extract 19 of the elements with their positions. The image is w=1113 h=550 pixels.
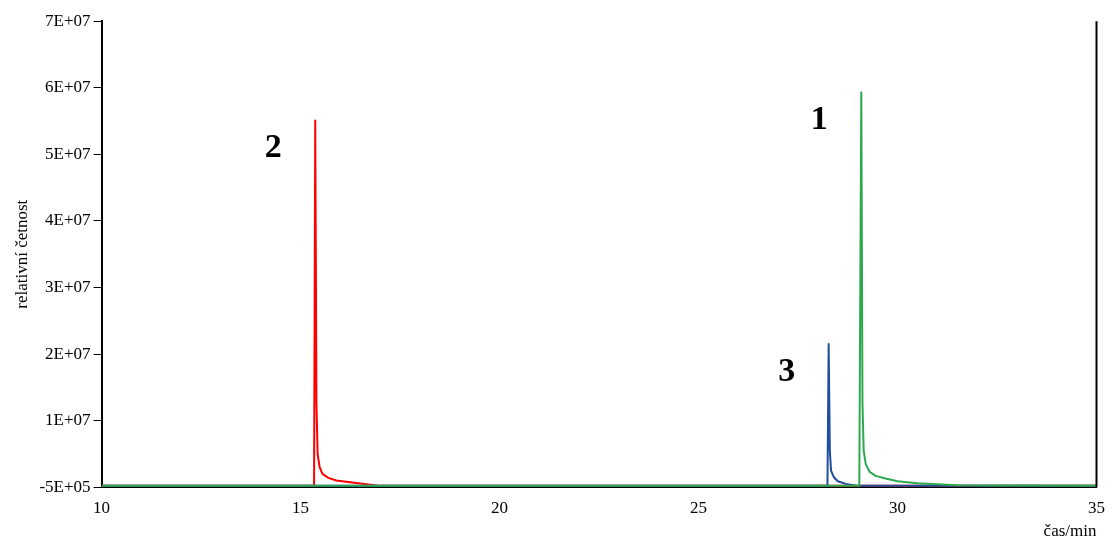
x-tick-label: 35 — [1088, 497, 1105, 517]
annotation: 1 — [810, 99, 828, 137]
x-tick-label: 25 — [690, 497, 708, 517]
y-tick-label: 2E+07 — [45, 343, 92, 363]
y-tick-label: 5E+07 — [45, 143, 92, 163]
y-tick-label: 4E+07 — [45, 210, 92, 230]
y-tick-label: 3E+07 — [45, 276, 92, 296]
y-tick-label: 7E+07 — [45, 10, 92, 30]
x-axis-title: čas/min — [1043, 521, 1097, 541]
x-tick-label: 15 — [292, 497, 310, 517]
y-tick-label: 6E+07 — [45, 77, 92, 97]
annotation: 3 — [778, 350, 796, 388]
x-tick-label: 30 — [889, 497, 907, 517]
y-tick-label: -5E+05 — [39, 476, 91, 496]
x-tick-label: 20 — [491, 497, 509, 517]
annotation: 2 — [264, 127, 282, 165]
x-tick-label: 10 — [93, 497, 111, 517]
y-tick-label: 1E+07 — [45, 410, 92, 430]
y-axis-title: relativní četnost — [11, 199, 31, 309]
